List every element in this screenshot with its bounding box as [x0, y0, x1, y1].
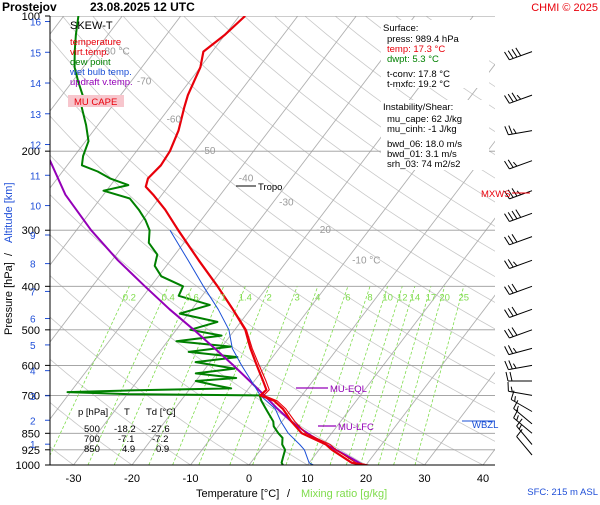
temp-tick-label: -30 — [66, 473, 82, 485]
mixing-ratio-label: 0.6 — [186, 292, 199, 303]
mixing-ratio-label: 0.4 — [162, 292, 175, 303]
instability-title: Instability/Shear: — [383, 102, 453, 113]
temp-tick-label: -20 — [124, 473, 140, 485]
y-axis-title-pressure: Pressure [hPa] — [3, 262, 15, 335]
pressure-tick-label: 850 — [22, 428, 40, 440]
levels-header-t: T — [124, 407, 130, 418]
altitude-tick-label: 6 — [30, 315, 36, 326]
mu-cape-label: MU CAPE — [74, 97, 117, 108]
levels-row-850-td: 0.9 — [156, 444, 169, 455]
station-title: Prostejov — [2, 0, 57, 14]
altitude-tick-label: 1 — [30, 440, 36, 451]
mixing-ratio-label: 12 — [397, 292, 408, 303]
x-axis-title-mix: Mixing ratio [g/kg] — [301, 488, 387, 500]
mu-lfc-label: MU-LFC — [338, 422, 374, 433]
mixing-ratio-label: 3 — [295, 292, 300, 303]
mixing-ratio-label: 17 — [426, 292, 437, 303]
x-axis-title-temp: Temperature [°C] — [196, 488, 279, 500]
mixing-ratio-label: 25 — [458, 292, 469, 303]
altitude-tick-label: 13 — [30, 110, 42, 121]
altitude-tick-label: 2 — [30, 416, 36, 427]
mixing-ratio-label: 1 — [221, 292, 226, 303]
temp-tick-label: 30 — [418, 473, 430, 485]
datetime-title: 23.08.2025 12 UTC — [90, 0, 195, 14]
isotherm-label: -10 °C — [352, 255, 380, 266]
altitude-tick-label: 12 — [30, 141, 42, 152]
levels-table: p [hPa] T Td [°C] 500 -18.2 -27.6 700 -7… — [78, 407, 176, 455]
isotherm-label: -20 — [316, 225, 331, 236]
legend-updraft: updraft v.temp. — [70, 77, 133, 88]
altitude-tick-label: 4 — [30, 367, 36, 378]
mixing-ratio-label: 2 — [266, 292, 271, 303]
mu-eql-label: MU-EQL — [330, 384, 367, 395]
altitude-tick-label: 11 — [30, 171, 41, 182]
mixing-ratio-label: 14 — [410, 292, 421, 303]
isotherm-label: -60 — [167, 114, 182, 125]
levels-row-850-t: 4.9 — [122, 444, 135, 455]
isotherm-label: -50 — [201, 146, 216, 157]
legend-title: SKEW-T — [70, 20, 113, 32]
mixing-ratio-label: 4 — [315, 292, 320, 303]
temp-tick-label: -10 — [183, 473, 199, 485]
pressure-tick-label: 1000 — [16, 460, 40, 472]
altitude-tick-label: 14 — [30, 79, 42, 90]
mxws-label: MXWS — [481, 189, 511, 200]
mixing-ratio-label: 1.4 — [239, 292, 252, 303]
mixing-ratio-label: 8 — [367, 292, 372, 303]
altitude-tick-label: 7 — [30, 287, 36, 298]
temp-tick-label: 20 — [360, 473, 372, 485]
altitude-tick-label: 3 — [30, 392, 36, 403]
sfc-label: SFC: 215 m ASL — [527, 487, 598, 498]
altitude-tick-label: 16 — [30, 18, 42, 29]
temp-tick-label: 10 — [301, 473, 313, 485]
levels-header-p: p [hPa] — [78, 407, 108, 418]
mixing-ratio-label: 0.2 — [123, 292, 136, 303]
temp-tick-label: 40 — [477, 473, 489, 485]
mixing-ratio-label: 10 — [382, 292, 393, 303]
wbzl-label: WBZL — [472, 420, 498, 431]
copyright-text: CHMI © 2025 — [531, 2, 598, 14]
levels-header-td: Td [°C] — [146, 407, 176, 418]
levels-row-850-p: 850 — [84, 444, 100, 455]
altitude-tick-label: 8 — [30, 260, 36, 271]
wind-barb-flag — [515, 396, 516, 401]
surface-dwpt: dwpt: 5.3 °C — [387, 54, 439, 65]
altitude-tick-label: 5 — [30, 341, 36, 352]
mixing-ratio-label: 6 — [345, 292, 350, 303]
mixing-ratio-label: 20 — [439, 292, 450, 303]
y-axis-title-alt: Altitude [km] — [3, 182, 15, 243]
tropo-label: Tropo — [258, 182, 282, 193]
surface-tmxfc: t-mxfc: 19.2 °C — [387, 79, 450, 90]
altitude-tick-label: 10 — [30, 202, 42, 213]
temp-tick-label: 0 — [246, 473, 252, 485]
instability-mu-cinh: mu_cinh: -1 J/kg — [387, 124, 457, 135]
isotherm-label: -30 — [279, 197, 294, 208]
isotherm-label: -40 — [239, 173, 254, 184]
isotherm-label: -70 — [137, 77, 152, 88]
altitude-tick-label: 15 — [30, 48, 42, 59]
altitude-tick-label: 9 — [30, 231, 36, 242]
instability-srh03: srh_03: 74 m2/s2 — [387, 159, 460, 170]
pressure-tick-label: 500 — [22, 325, 40, 337]
surface-title: Surface: — [383, 23, 418, 34]
